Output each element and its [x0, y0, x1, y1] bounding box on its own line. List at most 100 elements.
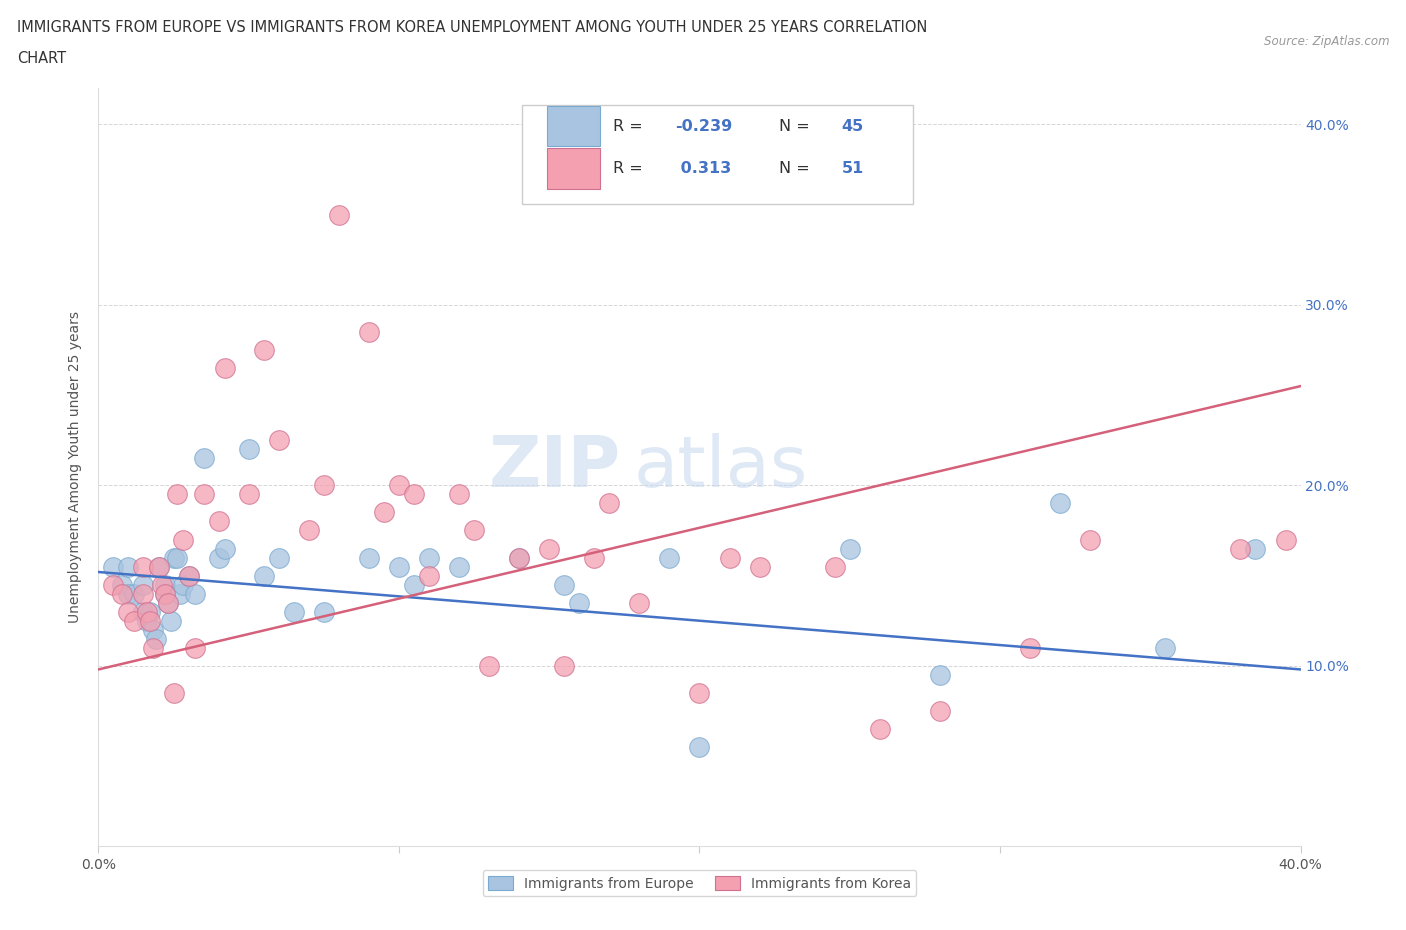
Point — [238, 442, 260, 457]
Point — [447, 559, 470, 574]
Point — [824, 559, 846, 574]
Point — [214, 361, 236, 376]
Point — [1019, 641, 1042, 656]
Point — [553, 578, 575, 592]
Point — [132, 578, 155, 592]
Text: Source: ZipAtlas.com: Source: ZipAtlas.com — [1264, 35, 1389, 48]
Point — [150, 578, 173, 592]
Point — [298, 523, 321, 538]
Point — [135, 613, 157, 628]
Point — [208, 551, 231, 565]
Point — [169, 586, 191, 601]
Point — [598, 496, 620, 511]
Point — [162, 685, 184, 700]
Point — [508, 551, 530, 565]
Text: N =: N = — [779, 118, 814, 134]
Point — [166, 551, 188, 565]
Point — [1244, 541, 1267, 556]
Point — [193, 451, 215, 466]
Y-axis label: Unemployment Among Youth under 25 years: Unemployment Among Youth under 25 years — [69, 312, 83, 623]
Text: 45: 45 — [841, 118, 863, 134]
Point — [373, 505, 395, 520]
Point — [929, 703, 952, 718]
Point — [447, 487, 470, 502]
Text: atlas: atlas — [633, 432, 807, 502]
Point — [141, 641, 163, 656]
Point — [183, 586, 205, 601]
Point — [418, 551, 440, 565]
Point — [1229, 541, 1251, 556]
Point — [869, 722, 891, 737]
Point — [117, 586, 139, 601]
Legend: Immigrants from Europe, Immigrants from Korea: Immigrants from Europe, Immigrants from … — [482, 870, 917, 897]
FancyBboxPatch shape — [547, 148, 600, 189]
Point — [162, 551, 184, 565]
Point — [208, 514, 231, 529]
Point — [583, 551, 606, 565]
Point — [478, 658, 501, 673]
Point — [312, 604, 335, 619]
Point — [132, 604, 155, 619]
Point — [1078, 532, 1101, 547]
Point — [132, 586, 155, 601]
Point — [111, 586, 134, 601]
Text: IMMIGRANTS FROM EUROPE VS IMMIGRANTS FROM KOREA UNEMPLOYMENT AMONG YOUTH UNDER 2: IMMIGRANTS FROM EUROPE VS IMMIGRANTS FRO… — [17, 20, 927, 35]
Point — [138, 604, 160, 619]
Point — [156, 595, 179, 610]
Point — [357, 325, 380, 339]
Point — [283, 604, 305, 619]
Point — [838, 541, 860, 556]
Point — [153, 586, 176, 601]
Point — [1049, 496, 1071, 511]
Point — [508, 551, 530, 565]
Point — [177, 568, 200, 583]
Point — [357, 551, 380, 565]
Point — [124, 586, 146, 601]
Point — [267, 432, 290, 447]
Text: 0.313: 0.313 — [675, 161, 731, 176]
Point — [214, 541, 236, 556]
Point — [132, 559, 155, 574]
Point — [111, 578, 134, 592]
Point — [748, 559, 770, 574]
Point — [159, 613, 181, 628]
Point — [463, 523, 485, 538]
Point — [402, 487, 425, 502]
Text: ZIP: ZIP — [489, 432, 621, 502]
Point — [312, 478, 335, 493]
Point — [124, 613, 146, 628]
Point — [253, 568, 276, 583]
Point — [388, 559, 411, 574]
Point — [1154, 641, 1177, 656]
Point — [418, 568, 440, 583]
FancyBboxPatch shape — [547, 106, 600, 147]
Point — [145, 631, 167, 646]
Point — [328, 207, 350, 222]
Point — [253, 342, 276, 357]
Text: R =: R = — [613, 161, 648, 176]
Point — [172, 578, 194, 592]
Point — [177, 568, 200, 583]
Point — [103, 578, 125, 592]
Point — [135, 604, 157, 619]
Point — [156, 595, 179, 610]
Point — [141, 622, 163, 637]
Point — [402, 578, 425, 592]
Point — [388, 478, 411, 493]
Point — [553, 658, 575, 673]
Point — [153, 586, 176, 601]
Point — [103, 559, 125, 574]
Point — [568, 595, 591, 610]
Point — [172, 532, 194, 547]
Text: N =: N = — [779, 161, 814, 176]
Text: -0.239: -0.239 — [675, 118, 733, 134]
Point — [183, 641, 205, 656]
Point — [538, 541, 561, 556]
Point — [1274, 532, 1296, 547]
Point — [718, 551, 741, 565]
Point — [689, 685, 711, 700]
Point — [628, 595, 651, 610]
Text: 51: 51 — [841, 161, 863, 176]
Point — [929, 668, 952, 683]
Point — [238, 487, 260, 502]
